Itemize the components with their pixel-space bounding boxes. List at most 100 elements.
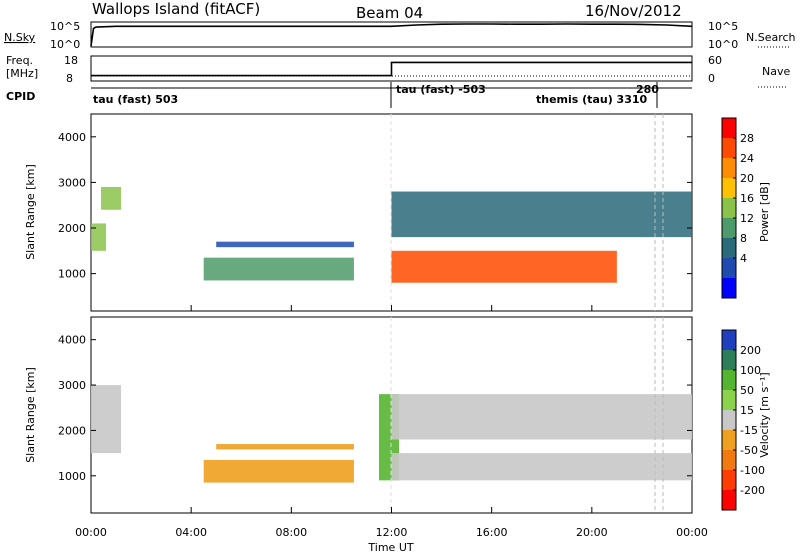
cpid-label: CPID <box>6 90 35 103</box>
power-colorbar-cell-7 <box>722 238 736 259</box>
nsearch-label: N.Search <box>746 31 796 44</box>
cpid-segment-3: themis (tau) 3310 <box>536 93 648 106</box>
power-colorbar: 28 24 20 16 12 8 4 <box>721 117 754 299</box>
x-axis-ticks: 00:00 04:00 08:00 12:00 16:00 20:00 00:00 <box>75 305 708 539</box>
velocity-colorbar-label-2: 100 <box>740 364 761 377</box>
nsky-panel: N.Sky 10^5 10^0 10^5 10^0 N.Search <box>4 20 796 51</box>
x-tick-label-3: 08:00 <box>275 526 307 539</box>
velocity-colorbar-cell-4 <box>722 390 736 411</box>
power-colorbar-cell-3 <box>722 158 736 179</box>
velocity-colorbar-cell-5 <box>722 410 736 431</box>
nsky-left-tick-top: 10^5 <box>50 20 80 33</box>
power-ylabel: Slant Range [km] <box>24 164 37 260</box>
power-colorbar-label-3: 20 <box>740 172 754 185</box>
velocity-feature-6 <box>391 394 692 440</box>
power-colorbar-cell-5 <box>722 198 736 219</box>
velocity-ytick-label-1000: 1000 <box>58 470 86 483</box>
power-colorbar-cell-8 <box>722 258 736 279</box>
velocity-colorbar-label-3: 50 <box>740 384 754 397</box>
velocity-colorbar-cell-6 <box>722 430 736 451</box>
velocity-feature-5 <box>391 453 692 481</box>
velocity-colorbar-cell-3 <box>722 370 736 391</box>
velocity-colorbar-cell-9 <box>722 490 736 511</box>
nsky-left-tick-bottom: 10^0 <box>50 38 80 51</box>
x-axis-label: Time UT <box>367 541 413 554</box>
x-tick-label-2: 04:00 <box>175 526 207 539</box>
nsky-right-tick-top: 10^5 <box>708 20 738 33</box>
x-tick-label-6: 20:00 <box>576 526 608 539</box>
power-colorbar-label-1: 28 <box>740 132 754 145</box>
nsky-frame <box>90 21 693 48</box>
power-colorbar-cell-6 <box>722 218 736 239</box>
x-tick-label-1: 00:00 <box>75 526 107 539</box>
power-feature-6 <box>391 191 692 238</box>
freq-panel: Freq. [MHz] 18 8 60 0 Nave <box>6 54 790 88</box>
freq-label-line1: Freq. <box>6 54 33 67</box>
velocity-colorbar: 200 100 50 15 -15 -50 -100 -200 <box>721 329 765 511</box>
velocity-feature-3 <box>216 444 354 450</box>
velocity-feature-2 <box>203 459 354 483</box>
x-tick-label-7: 00:00 <box>676 526 708 539</box>
power-colorbar-label-7: 4 <box>740 252 747 265</box>
date-label: 16/Nov/2012 <box>585 2 682 20</box>
power-colorbar-label-4: 16 <box>740 192 754 205</box>
freq-frame <box>90 55 693 82</box>
velocity-colorbar-label-5: -15 <box>740 424 758 437</box>
power-colorbar-cell-1 <box>722 118 736 139</box>
nave-right-tick-bottom: 0 <box>708 72 715 85</box>
velocity-colorbar-frame <box>721 329 737 511</box>
nsky-label: N.Sky <box>4 31 36 44</box>
power-feature-5 <box>391 250 617 283</box>
power-colorbar-cell-4 <box>722 178 736 199</box>
power-feature-3 <box>203 257 354 281</box>
velocity-colorbar-cell-7 <box>722 450 736 471</box>
velocity-colorbar-label-4: 15 <box>740 404 754 417</box>
nsky-line <box>90 23 693 47</box>
x-tick-label-5: 16:00 <box>476 526 508 539</box>
velocity-feature-1 <box>91 385 122 454</box>
power-colorbar-frame <box>721 117 737 299</box>
cpid-segment-1: tau (fast) 503 <box>93 93 178 106</box>
velocity-colorbar-label-7: -100 <box>740 464 765 477</box>
power-colorbar-cell-2 <box>722 138 736 159</box>
velocity-colorbar-label-6: -50 <box>740 444 758 457</box>
x-tick-label-4: 12:00 <box>376 526 408 539</box>
power-ytick-label-4000: 4000 <box>58 131 86 144</box>
velocity-ytick-label-3000: 3000 <box>58 379 86 392</box>
velocity-ylabel: Slant Range [km] <box>24 367 37 463</box>
nave-right-tick-top: 60 <box>708 54 722 67</box>
velocity-echo-features <box>91 385 692 483</box>
velocity-colorbar-cell-8 <box>722 470 736 491</box>
nsky-right-tick-bottom: 10^0 <box>708 38 738 51</box>
cpid-row: CPID tau (fast) 503 tau (fast) -503 them… <box>6 82 692 108</box>
power-ytick-label-2000: 2000 <box>58 222 86 235</box>
power-colorbar-cell-9 <box>722 278 736 299</box>
power-colorbar-label-5: 12 <box>740 212 754 225</box>
velocity-ytick-label-4000: 4000 <box>58 334 86 347</box>
power-feature-1 <box>91 223 107 251</box>
beam-label: Beam 04 <box>356 4 423 22</box>
freq-label-line2: [MHz] <box>6 67 38 80</box>
velocity-colorbar-cell-2 <box>722 350 736 371</box>
power-colorbar-label: Power [dB] <box>758 182 771 242</box>
velocity-colorbar-cell-1 <box>722 330 736 351</box>
freq-left-tick-bottom: 8 <box>66 72 73 85</box>
velocity-colorbar-label-8: -200 <box>740 484 765 497</box>
figure-title: Wallops Island (fitACF) <box>92 0 260 18</box>
power-colorbar-label-6: 8 <box>740 232 747 245</box>
power-panel: Slant Range [km] 1000 2000 3000 4000 28 24 20… <box>24 113 771 312</box>
velocity-colorbar-label-1: 200 <box>740 344 761 357</box>
power-feature-4 <box>216 241 354 248</box>
freq-line <box>91 61 692 77</box>
freq-left-tick-top: 18 <box>64 54 78 67</box>
cpid-segment-4: 280 <box>636 83 659 96</box>
power-ytick-label-3000: 3000 <box>58 176 86 189</box>
velocity-colorbar-label: Velocity [m s⁻¹] <box>758 372 771 457</box>
velocity-y-ticks: 1000 2000 3000 4000 <box>58 334 692 483</box>
cpid-segment-2: tau (fast) -503 <box>396 83 486 96</box>
power-feature-2 <box>101 186 122 210</box>
power-y-ticks: 1000 2000 3000 4000 <box>58 131 692 281</box>
nave-label: Nave <box>762 65 790 78</box>
velocity-ytick-label-2000: 2000 <box>58 424 86 437</box>
